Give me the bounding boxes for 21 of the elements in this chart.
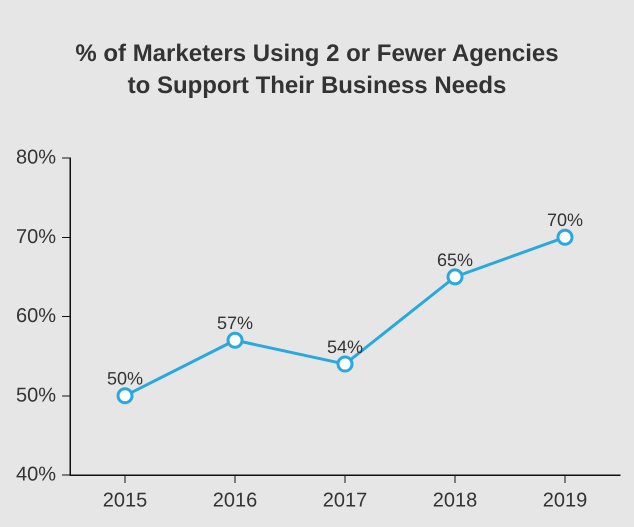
data-label: 57% xyxy=(217,313,254,334)
y-tick-label: 80% xyxy=(16,146,56,169)
y-tick-label: 40% xyxy=(16,464,56,486)
point xyxy=(336,356,354,373)
x-tick-label: 2015 xyxy=(102,490,148,512)
point xyxy=(116,387,134,404)
data-label: 65% xyxy=(436,250,474,270)
x-tick-label: 2017 xyxy=(322,490,368,512)
point xyxy=(226,332,244,349)
x-tick-label: 2018 xyxy=(432,490,478,512)
y-tick-label: 60% xyxy=(16,305,56,328)
x-tick-label: 2019 xyxy=(542,490,588,512)
y-tick-label: 50% xyxy=(16,384,56,406)
point xyxy=(446,268,464,286)
chart-title: % of Marketers Using 2 or Fewer Agencies to Support Their Business Needs xyxy=(74,39,560,101)
y-tick-label: 70% xyxy=(16,226,56,248)
point xyxy=(556,228,574,246)
data-label: 70% xyxy=(546,210,584,230)
x-tick-label: 2016 xyxy=(212,490,258,512)
data-label: 50% xyxy=(107,368,144,389)
data-label: 54% xyxy=(327,337,364,358)
